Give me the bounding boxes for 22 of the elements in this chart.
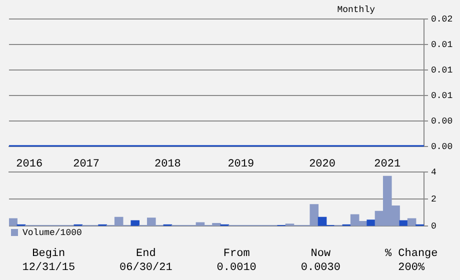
text: From 0.0010 [216,247,256,275]
text: Monthly [337,5,376,15]
x-tick-label: 2021 [374,158,401,171]
y-tick-label: 0 [431,221,436,232]
y-tick-label: 0.02 [431,14,453,24]
y-tick-label: 0.01 [431,40,453,50]
x-tick-label: 2018 [154,158,181,171]
y-tick-label: 2 [431,194,436,204]
y-tick-label: 0.00 [431,142,453,152]
text: Now 0.0030 [300,247,340,275]
x-tick-label: 2019 [228,158,254,171]
text: % Change 200% [384,247,438,275]
text: End 06/30/21 [120,247,172,275]
y-tick-label: 0.01 [431,65,453,76]
y-tick-label: 4 [431,168,436,178]
y-tick-label: 0.01 [431,90,453,101]
text: Begin 12/31/15 [22,247,76,275]
legend-label: Volume/1000 [22,228,82,238]
x-tick-label: 2017 [73,158,100,171]
y-tick-label: 0.00 [431,116,453,126]
x-tick-label: 2020 [309,158,336,171]
x-tick-label: 2016 [16,158,43,171]
